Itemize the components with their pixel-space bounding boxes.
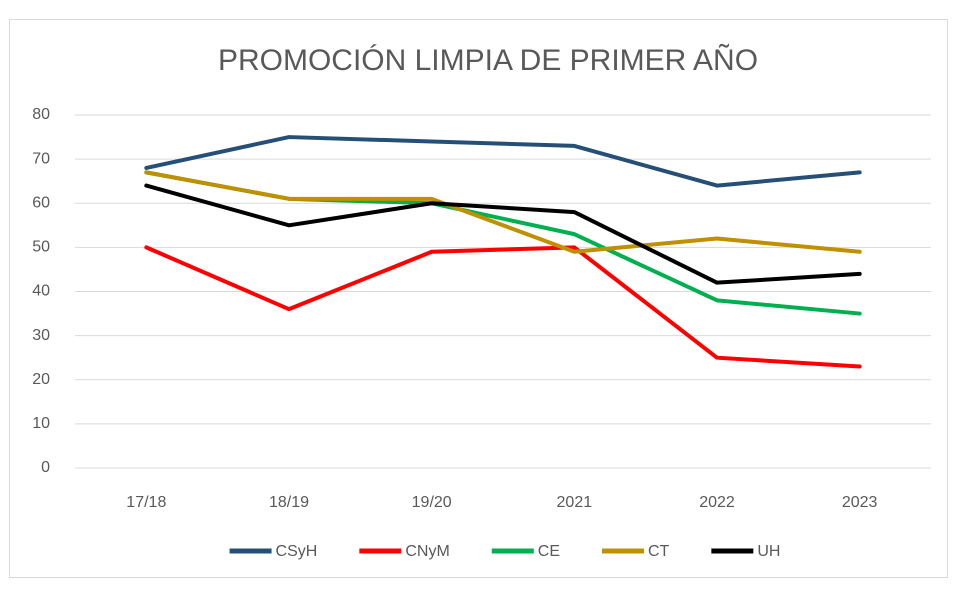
y-tick-label: 30 — [32, 327, 50, 344]
y-tick-label: 20 — [32, 371, 50, 388]
y-tick-label: 80 — [32, 106, 50, 123]
y-tick-label: 10 — [32, 415, 50, 432]
x-tick-label: 2022 — [699, 494, 735, 511]
y-tick-label: 60 — [32, 194, 50, 211]
y-tick-label: 70 — [32, 150, 50, 167]
x-tick-label: 18/19 — [269, 494, 309, 511]
legend-label: CNyM — [405, 543, 449, 560]
chart-border — [9, 19, 948, 578]
x-tick-label: 19/20 — [412, 494, 452, 511]
legend-label: UH — [757, 543, 780, 560]
y-tick-label: 0 — [41, 459, 50, 476]
legend-label: CT — [648, 543, 670, 560]
y-tick-label: 40 — [32, 283, 50, 300]
series-line — [144, 135, 862, 188]
legend-label: CE — [538, 543, 560, 560]
series-line — [144, 170, 862, 254]
series-line — [144, 245, 862, 369]
chart-title: PROMOCIÓN LIMPIA DE PRIMER AÑO — [218, 43, 758, 77]
legend-label: CSyH — [276, 543, 318, 560]
x-tick-label: 2021 — [557, 494, 593, 511]
series-line — [144, 183, 862, 285]
x-tick-label: 17/18 — [126, 494, 166, 511]
y-tick-label: 50 — [32, 239, 50, 256]
x-tick-label: 2023 — [842, 494, 878, 511]
